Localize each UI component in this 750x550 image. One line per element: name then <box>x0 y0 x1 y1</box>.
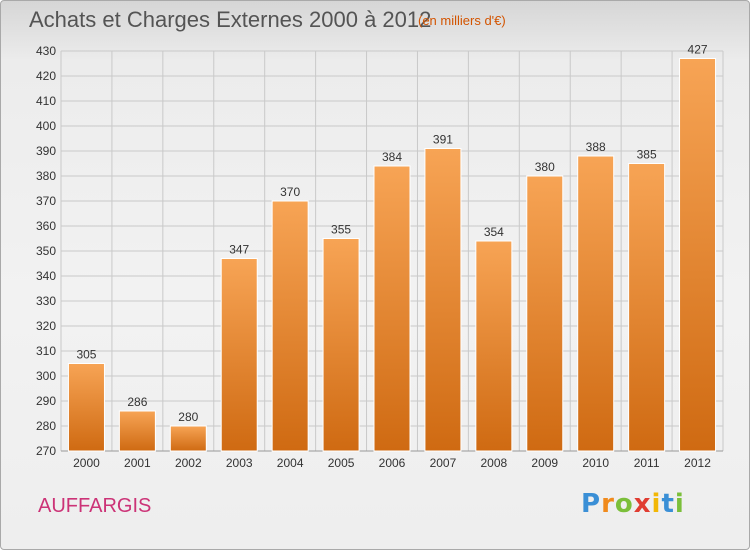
bar-2009 <box>526 175 564 452</box>
logo-letter: o <box>614 489 634 519</box>
x-tick-label: 2001 <box>124 456 151 470</box>
y-tick-label: 370 <box>36 194 56 208</box>
y-tick-label: 360 <box>36 219 56 233</box>
y-tick-label: 430 <box>36 44 56 58</box>
chart-unit: (en milliers d'€) <box>418 13 506 28</box>
value-label: 427 <box>688 43 708 57</box>
y-tick-label: 390 <box>36 144 56 158</box>
y-tick-label: 400 <box>36 119 56 133</box>
y-tick-label: 320 <box>36 319 56 333</box>
logo-letter: i <box>651 489 662 519</box>
y-tick-label: 280 <box>36 419 56 433</box>
bar-2004 <box>271 200 309 452</box>
value-label: 385 <box>637 148 657 162</box>
y-tick-label: 420 <box>36 69 56 83</box>
x-tick-label: 2005 <box>328 456 355 470</box>
x-tick-label: 2010 <box>582 456 609 470</box>
logo-letter: x <box>633 489 652 519</box>
logo-letter: i <box>674 489 685 519</box>
bar-2007 <box>424 148 462 452</box>
value-label: 354 <box>484 225 504 239</box>
y-tick-label: 310 <box>36 344 56 358</box>
logo-letter: P <box>581 489 602 519</box>
y-tick-label: 300 <box>36 369 56 383</box>
logo-letter: t <box>661 489 675 519</box>
x-tick-label: 2009 <box>531 456 558 470</box>
value-label: 391 <box>433 133 453 147</box>
bar-2008 <box>475 240 513 452</box>
bar-2000 <box>67 363 105 452</box>
y-tick-label: 270 <box>36 444 56 458</box>
y-tick-label: 350 <box>36 244 56 258</box>
bar-2010 <box>577 155 615 452</box>
value-label: 370 <box>280 185 300 199</box>
bar-2006 <box>373 165 411 452</box>
chart-title: Achats et Charges Externes 2000 à 2012 <box>29 7 432 32</box>
x-tick-label: 2012 <box>684 456 711 470</box>
bar-2002 <box>169 425 207 452</box>
x-tick-label: 2002 <box>175 456 202 470</box>
bar-2005 <box>322 238 360 452</box>
value-label: 280 <box>178 410 198 424</box>
value-label: 347 <box>229 243 249 257</box>
x-tick-label: 2011 <box>634 456 660 470</box>
y-tick-label: 380 <box>36 169 56 183</box>
y-tick-label: 340 <box>36 269 56 283</box>
logo-letter: r <box>601 489 615 519</box>
value-label: 380 <box>535 160 555 174</box>
bar-2012 <box>679 58 717 452</box>
value-label: 286 <box>127 395 147 409</box>
value-label: 355 <box>331 223 351 237</box>
y-tick-label: 290 <box>36 394 56 408</box>
x-tick-label: 2000 <box>73 456 100 470</box>
bar-2003 <box>220 258 258 452</box>
bar-2011 <box>628 163 666 452</box>
value-label: 305 <box>76 348 96 362</box>
y-axis: 270 280 290 300 310 320 330 340 350 360 370 380 390 4… <box>36 44 56 458</box>
x-tick-label: 2003 <box>226 456 253 470</box>
value-label: 384 <box>382 150 402 164</box>
x-tick-label: 2007 <box>430 456 457 470</box>
x-axis: 2000 2001 2002 2003 2004 2005 2006 2007 2008 2009… <box>73 456 711 470</box>
y-tick-label: 330 <box>36 294 56 308</box>
value-labels: 305 286 280 347 370 355 384 391 354 380 388 385 427 <box>76 43 707 425</box>
proxiti-logo: Proxiti <box>581 489 685 519</box>
value-label: 388 <box>586 140 606 154</box>
bars <box>67 58 717 452</box>
commune-name: AUFFARGIS <box>38 495 152 517</box>
y-tick-label: 410 <box>36 94 56 108</box>
x-tick-label: 2008 <box>480 456 507 470</box>
x-tick-label: 2004 <box>277 456 304 470</box>
bar-2001 <box>118 410 156 452</box>
x-tick-label: 2006 <box>379 456 406 470</box>
